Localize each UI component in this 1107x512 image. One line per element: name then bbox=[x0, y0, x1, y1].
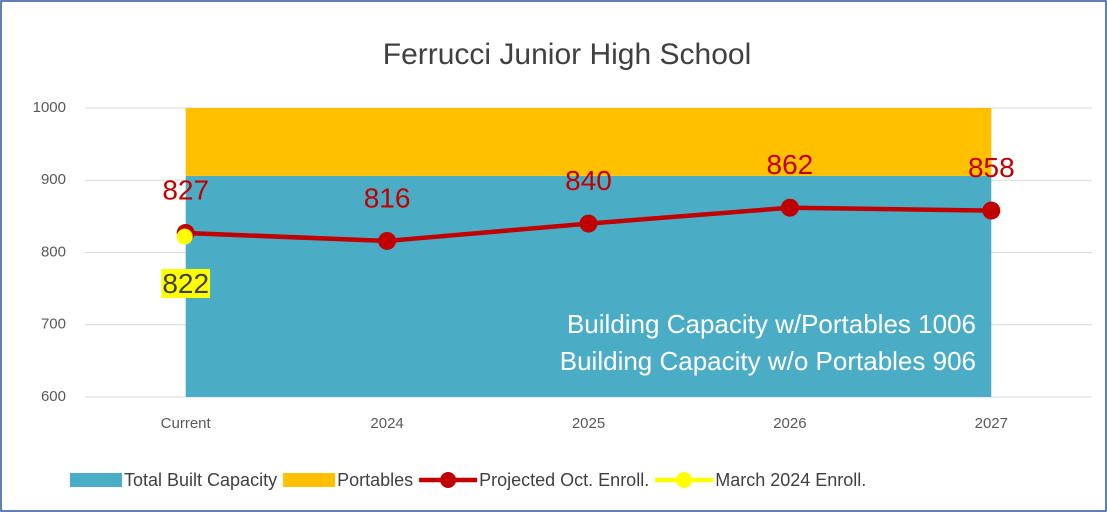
legend-label: Total Built Capacity bbox=[124, 470, 277, 490]
legend-swatch bbox=[70, 473, 122, 487]
y-tick-label: 800 bbox=[41, 243, 66, 260]
data-label: 816 bbox=[364, 182, 411, 213]
y-tick-label: 700 bbox=[41, 316, 66, 333]
area bbox=[185, 108, 992, 176]
data-label: 858 bbox=[968, 152, 1015, 183]
legend-label: Projected Oct. Enroll. bbox=[479, 470, 649, 490]
y-tick-label: 900 bbox=[41, 171, 66, 188]
x-tick-label: 2024 bbox=[370, 415, 403, 432]
data-label: 840 bbox=[565, 165, 612, 196]
x-tick-label: 2027 bbox=[975, 415, 1008, 432]
y-tick-label: 600 bbox=[41, 388, 66, 405]
chart-title: Ferrucci Junior High School bbox=[383, 38, 751, 71]
x-tick-label: Current bbox=[161, 415, 212, 432]
marker bbox=[982, 201, 1001, 220]
annotation: Building Capacity w/Portables 1006 bbox=[567, 309, 976, 339]
legend-swatch bbox=[676, 472, 693, 488]
plot-area bbox=[185, 108, 992, 397]
x-tick-label: 2025 bbox=[572, 415, 605, 432]
legend-label: Portables bbox=[337, 470, 413, 490]
data-label: 862 bbox=[767, 149, 814, 180]
annotation: Building Capacity w/o Portables 906 bbox=[560, 346, 976, 376]
data-label: 827 bbox=[162, 174, 209, 205]
data-label: 822 bbox=[162, 268, 209, 299]
legend-swatch bbox=[440, 472, 457, 488]
legend-label: March 2024 Enroll. bbox=[715, 470, 866, 490]
marker bbox=[378, 231, 397, 250]
marker bbox=[579, 214, 598, 233]
x-tick-label: 2026 bbox=[773, 415, 806, 432]
marker bbox=[176, 228, 193, 245]
area bbox=[185, 175, 992, 397]
y-tick-label: 1000 bbox=[33, 99, 66, 116]
marker bbox=[780, 198, 799, 217]
legend-swatch bbox=[283, 473, 336, 487]
data-label-bg bbox=[161, 268, 211, 298]
